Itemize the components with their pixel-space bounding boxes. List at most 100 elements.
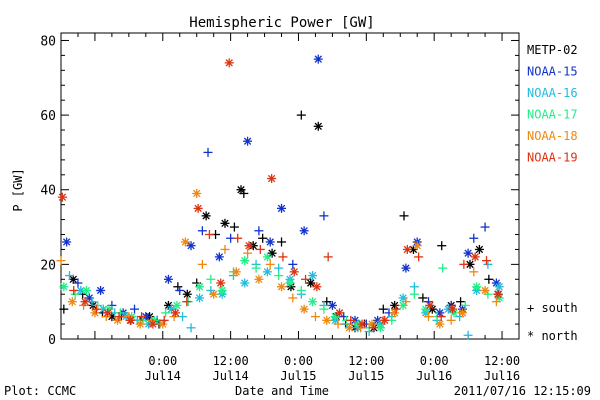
noaa-16-data-point [186, 323, 196, 333]
noaa-17-data-point [375, 323, 385, 333]
x-tick-date-label: Jul15 [348, 369, 384, 383]
legend-entry-noaa-15: NOAA-15 [527, 65, 578, 79]
chart-title: Hemispheric Power [GW] [189, 15, 374, 31]
metp-02-data-point [229, 222, 239, 232]
noaa-18-data-point [158, 319, 168, 329]
metp-02-data-point [313, 121, 323, 131]
noaa-15-data-point [469, 233, 479, 243]
noaa-19-data-point [448, 304, 458, 314]
legend-entry-noaa-18: NOAA-18 [527, 129, 578, 143]
noaa-16-data-point [262, 267, 272, 277]
noaa-17-data-point [93, 300, 103, 310]
noaa-15-data-point [73, 278, 83, 288]
noaa-18-data-point [231, 267, 241, 277]
noaa-15-data-point [214, 252, 224, 262]
noaa-19-data-point [57, 192, 67, 202]
noaa-19-data-point [91, 304, 101, 314]
noaa-19-data-point [182, 297, 192, 307]
footer-timestamp: 2011/07/16 12:15:09 [454, 384, 591, 398]
noaa-18-data-point [390, 308, 400, 318]
noaa-18-data-point [220, 244, 230, 254]
metp-02-data-point [437, 241, 447, 251]
noaa-18-data-point [209, 289, 219, 299]
noaa-18-data-point [310, 312, 320, 322]
legend-entry-noaa-19: NOAA-19 [527, 151, 578, 165]
noaa-17-data-point [172, 300, 182, 310]
noaa-17-data-point [398, 300, 408, 310]
metp-02-data-point [456, 297, 466, 307]
noaa-17-data-point [70, 289, 80, 299]
noaa-19-data-point [301, 274, 311, 284]
noaa-15-data-point [254, 226, 264, 236]
noaa-19-data-point [80, 297, 90, 307]
noaa-16-data-point [483, 259, 493, 269]
noaa-16-data-point [308, 271, 318, 281]
noaa-18-data-point [480, 285, 490, 295]
noaa-18-data-point [491, 297, 501, 307]
noaa-19-data-point [233, 233, 243, 243]
y-tick-label: 0 [48, 333, 56, 348]
noaa-18-data-point [192, 188, 202, 198]
metp-02-data-point [59, 304, 69, 314]
noaa-18-data-point [401, 297, 411, 307]
noaa-19-data-point [289, 267, 299, 277]
noaa-17-data-point [262, 252, 272, 262]
noaa-15-data-point [319, 211, 329, 221]
noaa-17-data-point [308, 297, 318, 307]
noaa-19-data-point [459, 259, 469, 269]
x-tick-date-label: Jul14 [145, 369, 181, 383]
noaa-19-data-point [493, 289, 503, 299]
noaa-19-data-point [159, 315, 169, 325]
noaa-15-data-point [327, 300, 337, 310]
data-points [56, 54, 504, 340]
noaa-15-data-point [243, 136, 253, 146]
noaa-19-data-point [368, 323, 378, 333]
y-tick-label: 20 [40, 258, 56, 273]
noaa-18-data-point [67, 297, 77, 307]
x-axis-label: Date and Time [235, 384, 329, 398]
noaa-18-data-point [135, 319, 145, 329]
x-tick-date-label: Jul16 [484, 369, 520, 383]
x-tick-date-label: Jul15 [280, 369, 316, 383]
noaa-15-data-point [203, 147, 213, 157]
symbol-legend: + south * north [527, 301, 578, 343]
noaa-15-data-point [163, 274, 173, 284]
noaa-16-data-point [494, 282, 504, 292]
legend-entry-noaa-16: NOAA-16 [527, 86, 578, 100]
noaa-18-data-point [254, 274, 264, 284]
noaa-19-data-point [244, 241, 254, 251]
metp-02-data-point [267, 248, 277, 258]
metp-02-data-point [239, 188, 249, 198]
x-tick-time-label: 12:00 [213, 354, 249, 368]
noaa-18-data-point [113, 315, 123, 325]
noaa-17-data-point [296, 285, 306, 295]
noaa-18-data-point [265, 259, 275, 269]
metp-02-data-point [484, 274, 494, 284]
symbol-legend-north: * north [527, 329, 578, 343]
metp-02-data-point [399, 211, 409, 221]
footer-plot-credit: Plot: CCMC [4, 384, 76, 398]
noaa-15-data-point [313, 54, 323, 64]
noaa-19-data-point [391, 304, 401, 314]
noaa-15-data-point [96, 285, 106, 295]
noaa-18-data-point [90, 308, 100, 318]
noaa-17-data-point [438, 263, 448, 273]
noaa-17-data-point [285, 278, 295, 288]
noaa-17-data-point [251, 263, 261, 273]
noaa-19-data-point [193, 203, 203, 213]
noaa-19-data-point [255, 244, 265, 254]
noaa-17-data-point [409, 289, 419, 299]
noaa-18-data-point [56, 256, 66, 266]
noaa-19-data-point [334, 308, 344, 318]
noaa-19-data-point [148, 319, 158, 329]
noaa-15-data-point [175, 285, 185, 295]
noaa-17-data-point [274, 271, 284, 281]
metp-02-data-point [220, 218, 230, 228]
noaa-18-data-point [344, 323, 354, 333]
y-tick-label: 40 [40, 184, 56, 199]
symbol-legend-south: + south [527, 301, 578, 315]
noaa-18-data-point [424, 312, 434, 322]
noaa-19-data-point [216, 278, 226, 288]
noaa-19-data-point [278, 252, 288, 262]
x-tick-time-label: 0:00 [284, 354, 313, 368]
